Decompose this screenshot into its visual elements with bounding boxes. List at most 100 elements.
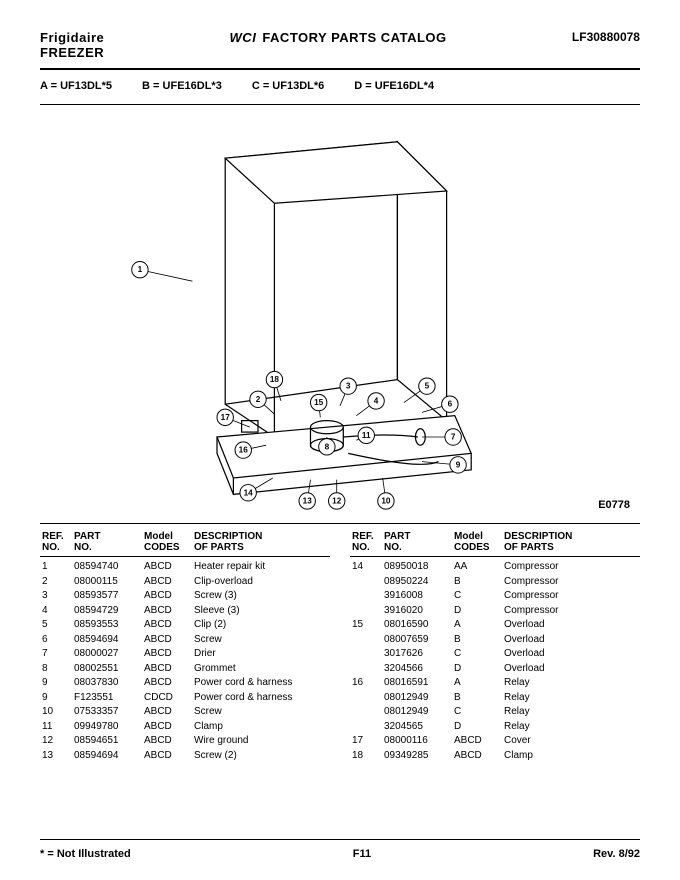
cell-desc: Drier [192,647,330,662]
cell-model: ABCD [452,749,502,764]
cell-ref: 13 [40,749,72,764]
cell-ref [350,575,382,590]
table-row: 208000115ABCDClip-overload [40,575,330,590]
cell-ref [350,720,382,735]
cell-ref: 15 [350,618,382,633]
catalog-title-block: WCI FACTORY PARTS CATALOG [230,30,447,45]
cell-ref: 18 [350,749,382,764]
cell-ref [350,604,382,619]
table-row: 1007533357ABCDScrew [40,705,330,720]
cell-ref: 11 [40,720,72,735]
cell-desc: Clip (2) [192,618,330,633]
cell-ref: 8 [40,662,72,677]
cell-part: 08002551 [72,662,142,677]
table-row: 3204565DRelay [350,720,640,735]
cell-desc: Relay [502,720,640,735]
footer-rule [40,839,640,840]
cell-part: 08000116 [382,734,452,749]
cell-desc: Relay [502,676,640,691]
cell-part: 08016590 [382,618,452,633]
hdr-desc: DESCRIPTION OF PARTS [192,531,330,553]
cell-ref: 2 [40,575,72,590]
table-header-right: REF. NO. PART NO. Model CODES DESCRIPTIO… [350,528,640,557]
callout-number: 11 [362,431,371,440]
catalog-number: LF30880078 [572,30,640,44]
table-row: 08012949BRelay [350,691,640,706]
table-row: 308593577ABCDScrew (3) [40,589,330,604]
table-row: 1109949780ABCDClamp [40,720,330,735]
rows-right: 1408950018AACompressor08950224BCompresso… [350,557,640,763]
table-row: 1408950018AACompressor [350,560,640,575]
cell-model: AA [452,560,502,575]
table-row: 08012949CRelay [350,705,640,720]
hdr-model: Model CODES [452,531,502,553]
callout-number: 17 [221,413,231,422]
footnote: * = Not Illustrated [40,848,131,860]
callout-number: 15 [314,398,324,407]
cell-part: 08000027 [72,647,142,662]
callout-number: 4 [374,396,379,405]
cell-model: ABCD [452,734,502,749]
callout-number: 5 [425,382,430,391]
cell-ref: 9 [40,691,72,706]
cell-part: F123551 [72,691,142,706]
cell-ref: 10 [40,705,72,720]
rule-under-models [40,104,640,105]
cell-part: 08007659 [382,633,452,648]
cell-model: ABCD [142,604,192,619]
cell-desc: Grommet [192,662,330,677]
cell-desc: Overload [502,647,640,662]
table-row: 108594740ABCDHeater repair kit [40,560,330,575]
cell-part: 08594651 [72,734,142,749]
cell-part: 3916008 [382,589,452,604]
brand-block: Frigidaire FREEZER [40,30,104,60]
page-footer: * = Not Illustrated F11 Rev. 8/92 [40,844,640,860]
callout-number: 6 [448,400,453,409]
cell-part: 08016591 [382,676,452,691]
cell-desc: Compressor [502,575,640,590]
cell-desc: Clamp [192,720,330,735]
table-row: 9F123551CDCDPower cord & harness [40,691,330,706]
cell-ref: 1 [40,560,72,575]
cell-model: ABCD [142,720,192,735]
rows-left: 108594740ABCDHeater repair kit208000115A… [40,557,330,763]
table-row: 1708000116ABCDCover [350,734,640,749]
cell-desc: Overload [502,618,640,633]
table-row: 1308594694ABCDScrew (2) [40,749,330,764]
table-row: 608594694ABCDScrew [40,633,330,648]
rule-above-table [40,523,640,524]
cell-part: 08594694 [72,633,142,648]
hdr-part: PART NO. [382,531,452,553]
cell-part: 3916020 [382,604,452,619]
cell-model: ABCD [142,633,192,648]
cell-part: 09949780 [72,720,142,735]
cell-desc: Cover [502,734,640,749]
cell-model: ABCD [142,705,192,720]
cell-desc: Clamp [502,749,640,764]
parts-table-left: REF. NO. PART NO. Model CODES DESCRIPTIO… [40,528,330,763]
rule-top [40,68,640,70]
catalog-title: FACTORY PARTS CATALOG [262,30,446,45]
cell-part: 08950018 [382,560,452,575]
cell-part: 08000115 [72,575,142,590]
cell-part: 08594694 [72,749,142,764]
callout-number: 1 [138,265,143,274]
cell-ref [350,647,382,662]
cell-model: C [452,589,502,604]
page-number: F11 [353,848,371,860]
hdr-part: PART NO. [72,531,142,553]
table-row: 908037830ABCDPower cord & harness [40,676,330,691]
cell-model: A [452,676,502,691]
table-row: 1208594651ABCDWire ground [40,734,330,749]
cell-ref: 5 [40,618,72,633]
cell-model: D [452,662,502,677]
cell-model: A [452,618,502,633]
callout-number: 7 [451,433,456,442]
table-row: 408594729ABCDSleeve (3) [40,604,330,619]
cell-ref: 17 [350,734,382,749]
cell-ref [350,589,382,604]
table-row: 3204566DOverload [350,662,640,677]
cell-ref [350,691,382,706]
cell-desc: Heater repair kit [192,560,330,575]
cell-ref [350,662,382,677]
